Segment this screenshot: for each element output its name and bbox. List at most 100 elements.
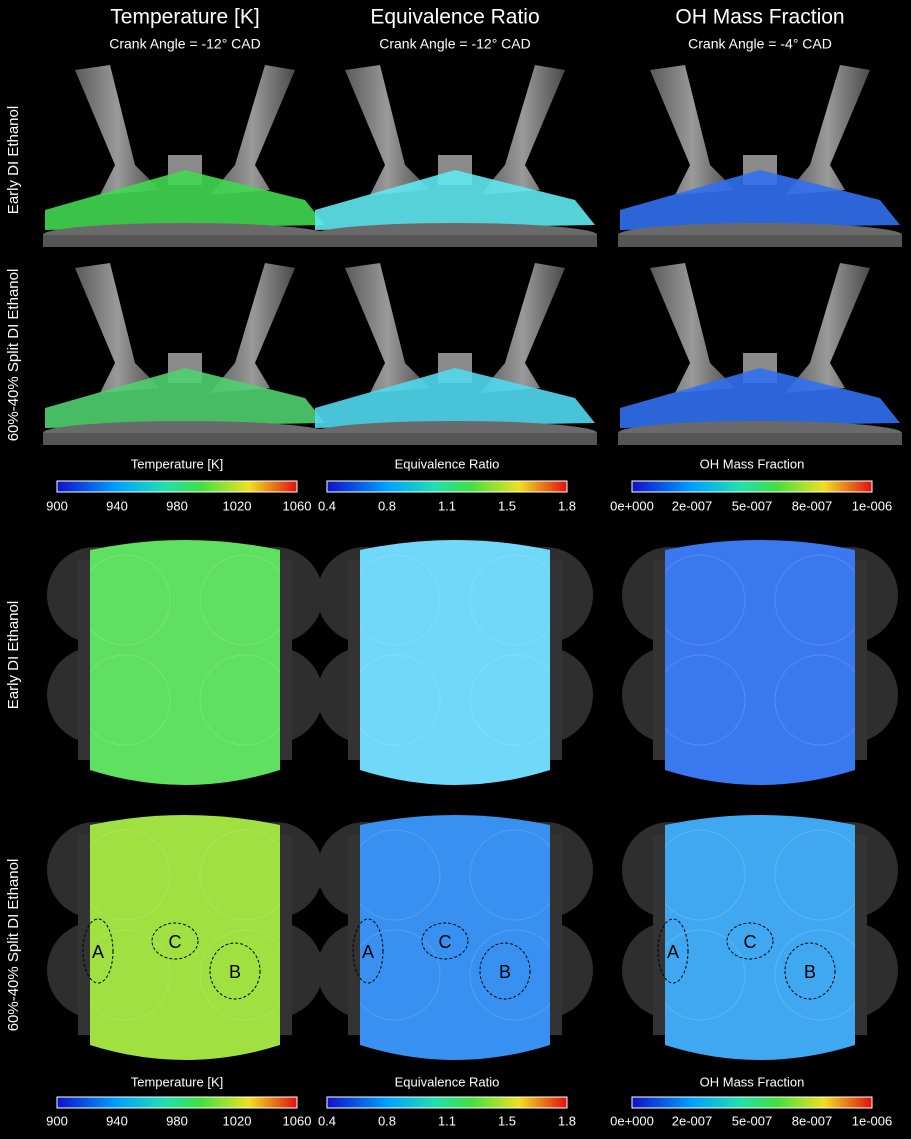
valve bbox=[210, 65, 295, 195]
charge bbox=[620, 170, 900, 230]
colorbar-tick-label: 1e-006 bbox=[852, 1113, 892, 1128]
colorbar bbox=[326, 1096, 568, 1109]
colorbar-tick-label: 900 bbox=[46, 1113, 68, 1128]
charge bbox=[90, 815, 280, 1060]
colorbar-tick-label: 940 bbox=[106, 1113, 128, 1128]
charge bbox=[45, 368, 325, 428]
wall bbox=[550, 835, 562, 1035]
marker-label: A bbox=[667, 942, 679, 962]
charge bbox=[620, 368, 900, 428]
wall bbox=[855, 835, 867, 1035]
charge bbox=[90, 540, 280, 785]
colorbar-tick-label: 2e-007 bbox=[672, 498, 712, 513]
colorbar-tick-label: 900 bbox=[46, 498, 68, 513]
crank-angle: Crank Angle = -4° CAD bbox=[688, 36, 832, 52]
valve bbox=[210, 263, 295, 393]
side-view bbox=[313, 65, 597, 247]
row-label: 60%-40% Split DI Ethanol bbox=[5, 859, 22, 1032]
side-view bbox=[43, 65, 327, 247]
row-label: Early DI Ethanol bbox=[5, 106, 22, 214]
colorbar-tick-label: 1020 bbox=[223, 498, 252, 513]
colorbar-tick-label: 1.1 bbox=[438, 498, 456, 513]
marker-outline bbox=[421, 922, 469, 960]
column-title: Temperature [K] bbox=[110, 6, 259, 29]
wall bbox=[348, 560, 360, 760]
colorbar bbox=[56, 1096, 298, 1109]
colorbar-label: Equivalence Ratio bbox=[395, 456, 500, 471]
wall bbox=[550, 560, 562, 760]
side-view bbox=[618, 65, 902, 247]
marker-outline bbox=[82, 918, 114, 984]
crank-angle: Crank Angle = -12° CAD bbox=[379, 36, 531, 52]
colorbar bbox=[631, 480, 873, 493]
marker-outline bbox=[784, 942, 836, 1000]
row-label: Early DI Ethanol bbox=[5, 601, 22, 709]
colorbar-tick-label: 8e-007 bbox=[792, 498, 832, 513]
valve bbox=[75, 263, 160, 393]
charge bbox=[665, 540, 855, 785]
charge bbox=[360, 540, 550, 785]
colorbar-tick-label: 1020 bbox=[223, 1113, 252, 1128]
wall bbox=[653, 835, 665, 1035]
top-view bbox=[622, 540, 898, 785]
marker-label: B bbox=[499, 962, 511, 982]
piston-wall bbox=[618, 433, 902, 445]
marker-label: B bbox=[229, 962, 241, 982]
colorbar-tick-label: 1.5 bbox=[498, 498, 516, 513]
marker-outline bbox=[209, 942, 261, 1000]
column-title: Equivalence Ratio bbox=[370, 6, 539, 29]
piston-wall bbox=[313, 433, 597, 445]
marker-outline bbox=[726, 922, 774, 960]
colorbar-tick-label: 1.1 bbox=[438, 1113, 456, 1128]
colorbar-label: OH Mass Fraction bbox=[700, 1074, 805, 1089]
colorbar-label: OH Mass Fraction bbox=[700, 456, 805, 471]
colorbar-tick-label: 0.8 bbox=[378, 498, 396, 513]
colorbar-tick-label: 0.4 bbox=[318, 498, 336, 513]
colorbar-tick-label: 1e-006 bbox=[852, 498, 892, 513]
marker-outline bbox=[151, 922, 199, 960]
valve bbox=[345, 263, 430, 393]
piston-wall bbox=[43, 235, 327, 247]
column-title: OH Mass Fraction bbox=[675, 6, 844, 29]
colorbar-tick-label: 980 bbox=[166, 498, 188, 513]
colorbar-tick-label: 5e-007 bbox=[732, 498, 772, 513]
valve bbox=[650, 263, 735, 393]
colorbar-tick-label: 0e+000 bbox=[610, 498, 654, 513]
charge bbox=[360, 815, 550, 1060]
colorbar-tick-label: 5e-007 bbox=[732, 1113, 772, 1128]
colorbar-tick-label: 1.8 bbox=[558, 1113, 576, 1128]
crank-angle: Crank Angle = -12° CAD bbox=[109, 36, 261, 52]
valve bbox=[480, 65, 565, 195]
wall bbox=[280, 835, 292, 1035]
colorbar-tick-label: 1060 bbox=[283, 498, 312, 513]
top-view bbox=[622, 815, 898, 1060]
marker-outline bbox=[479, 942, 531, 1000]
charge bbox=[315, 368, 595, 428]
colorbar bbox=[631, 1096, 873, 1109]
valve bbox=[650, 65, 735, 195]
piston-wall bbox=[618, 235, 902, 247]
top-view bbox=[47, 815, 323, 1060]
piston-wall bbox=[313, 235, 597, 247]
marker-label: A bbox=[92, 942, 104, 962]
colorbar-label: Temperature [K] bbox=[131, 456, 224, 471]
colorbar-tick-label: 2e-007 bbox=[672, 1113, 712, 1128]
colorbar-label: Temperature [K] bbox=[131, 1074, 224, 1089]
marker-label: C bbox=[744, 932, 757, 952]
colorbar-tick-label: 980 bbox=[166, 1113, 188, 1128]
top-view bbox=[317, 815, 593, 1060]
colorbar-tick-label: 0.4 bbox=[318, 1113, 336, 1128]
top-view bbox=[47, 540, 323, 785]
marker-outline bbox=[352, 918, 384, 984]
wall bbox=[855, 560, 867, 760]
colorbar-tick-label: 0e+000 bbox=[610, 1113, 654, 1128]
colorbar-tick-label: 1.5 bbox=[498, 1113, 516, 1128]
colorbar-tick-label: 0.8 bbox=[378, 1113, 396, 1128]
wall bbox=[78, 560, 90, 760]
charge bbox=[315, 170, 595, 230]
colorbar-label: Equivalence Ratio bbox=[395, 1074, 500, 1089]
side-view bbox=[618, 263, 902, 445]
marker-label: C bbox=[169, 932, 182, 952]
valve bbox=[345, 65, 430, 195]
